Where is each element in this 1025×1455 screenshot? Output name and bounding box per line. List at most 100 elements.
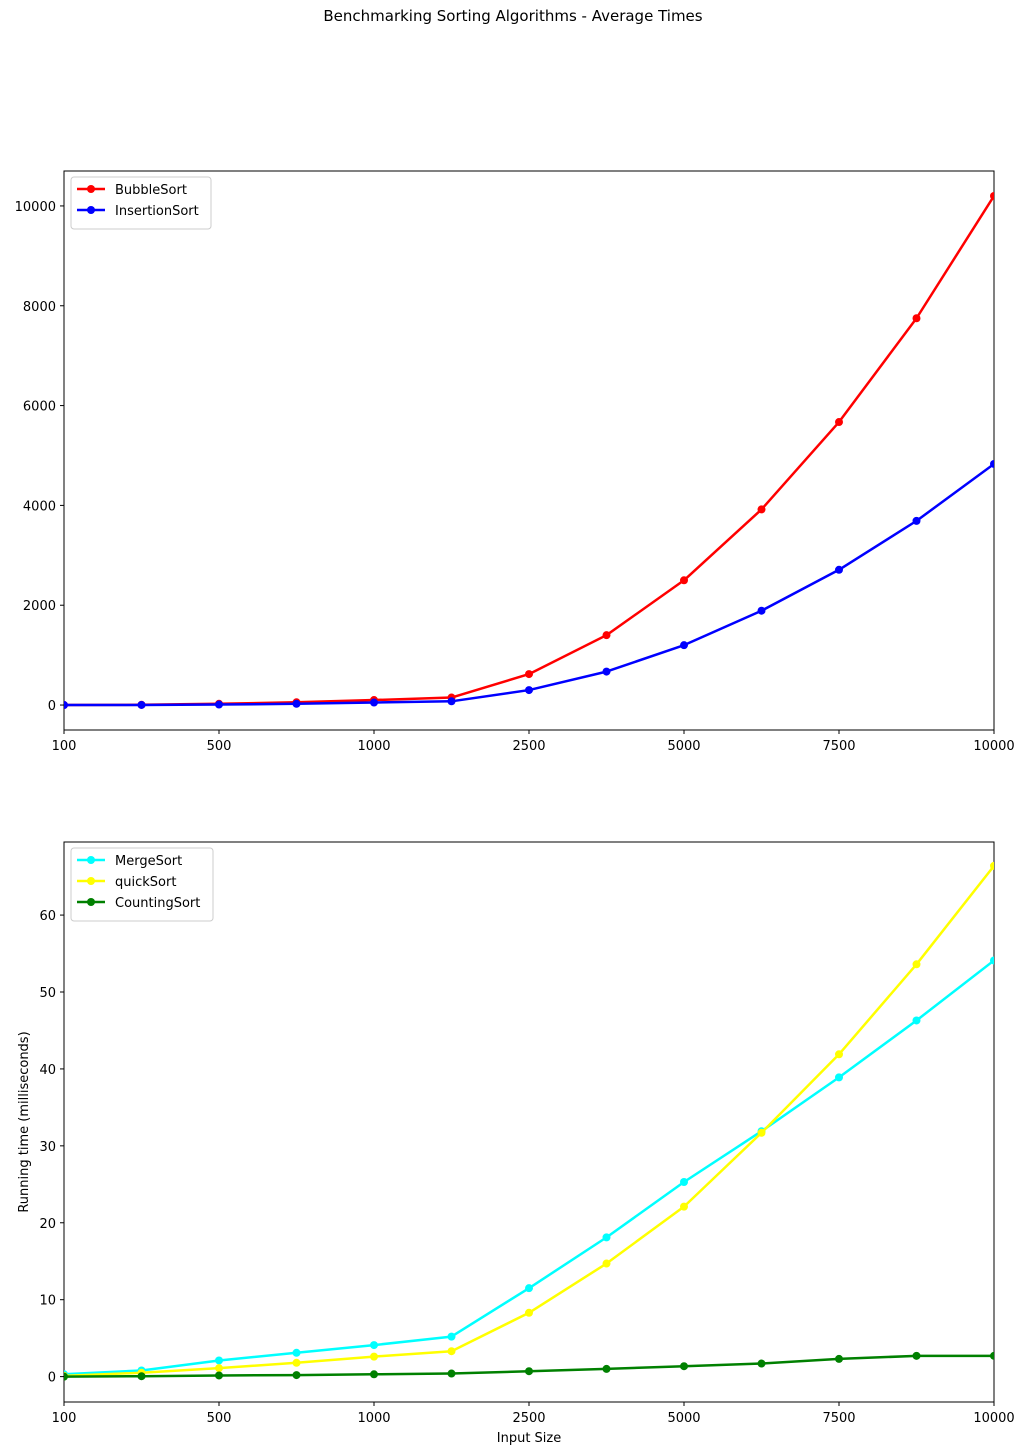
x-tick-label: 7500 [822,739,855,754]
x-tick-label: 10000 [973,739,1014,754]
data-point [912,516,921,525]
data-point [990,1351,994,1360]
legend-label: BubbleSort [115,183,187,198]
data-point [990,191,994,200]
data-point [757,505,766,514]
data-point [137,700,146,709]
legend-label: CountingSort [115,896,200,911]
x-tick-label: 5000 [667,1411,700,1426]
y-tick-label: 60 [39,909,56,924]
series-quickSort [64,861,994,1380]
data-point [64,701,68,710]
data-point [602,667,611,676]
y-axis-label: Running time (milliseconds) [17,1031,32,1212]
x-tick-label: 500 [207,1411,232,1426]
series-line-BubbleSort [64,195,994,707]
chart-top: 100 500 1000 2500 5000 7500 10000 0 2000 4000 6000… [15,170,1015,754]
legend-swatch-marker [87,185,95,193]
y-tick-label: 10 [39,1294,56,1309]
legend-label: MergeSort [115,854,182,869]
data-point [912,1351,921,1360]
y-tick-label: 6000 [23,400,56,415]
legend: MergeSort quickSort CountingSort [70,847,214,922]
y-tick-label: 40 [39,1063,56,1078]
y-tick-label: 4000 [23,499,56,514]
data-point [215,1364,223,1373]
x-tick-label: 100 [52,1411,77,1426]
data-point [292,1348,301,1357]
x-tick-label: 10000 [973,1411,1014,1426]
data-point [370,1352,378,1361]
y-tick-label: 30 [39,1140,56,1155]
data-point [602,1233,611,1242]
data-point [680,1202,688,1211]
series-InsertionSort [64,459,994,710]
figure-suptitle: Benchmarking Sorting Algorithms - Averag… [323,7,702,25]
y-tick-label: 0 [48,699,56,714]
data-point [370,698,378,707]
data-point [525,1284,533,1293]
y-tick-label: 2000 [23,599,56,614]
x-tick-label: 7500 [822,1411,855,1426]
data-point [990,459,994,468]
series-CountingSort [64,1351,994,1381]
legend-swatch-marker [87,856,95,864]
data-point [64,1372,68,1381]
data-point [835,418,843,427]
data-point [602,631,611,640]
data-point [447,1369,456,1378]
data-point [912,960,921,969]
data-point [215,1371,223,1380]
data-point [990,956,994,965]
data-point [757,1359,766,1368]
data-point [757,606,766,615]
y-tick-label: 20 [39,1217,56,1232]
legend-box [70,176,212,230]
x-axis-label: Input Size [497,1431,561,1446]
plot-frame [63,170,995,731]
data-point [292,1358,301,1367]
legend-box [70,847,214,922]
series-BubbleSort [64,191,994,710]
data-point [835,565,843,574]
data-point [525,1367,533,1376]
legend-swatch-marker [87,206,95,214]
x-tick-label: 1000 [357,1411,390,1426]
data-point [215,700,223,709]
legend: BubbleSort InsertionSort [70,176,212,230]
data-point [370,1370,378,1379]
data-point [680,641,688,650]
legend-label: quickSort [115,875,176,890]
data-point [835,1354,843,1363]
data-point [680,1178,688,1186]
data-point [137,1372,146,1381]
data-point [215,1356,223,1365]
chart-bottom: 100 500 1000 2500 5000 7500 10000 0 10 20 30 40 50 60… [17,841,1015,1446]
data-point [757,1128,766,1137]
series-line-InsertionSort [64,462,994,707]
x-tick-label: 500 [207,739,232,754]
data-point [525,670,533,679]
data-point [447,1332,456,1341]
x-tick-label: 2500 [512,739,545,754]
data-point [370,1341,378,1350]
legend-label: InsertionSort [115,204,199,219]
data-point [447,697,456,706]
data-point [835,1073,843,1082]
data-point [912,1016,921,1025]
plot-frame [63,841,995,1403]
data-point [525,1308,533,1317]
data-point [990,861,994,870]
data-point [525,686,533,695]
data-point [602,1259,611,1268]
data-point [680,1362,688,1371]
x-tick-label: 1000 [357,739,390,754]
data-point [835,1050,843,1059]
y-tick-label: 50 [39,986,56,1001]
x-tick-label: 5000 [667,739,700,754]
data-point [292,699,301,708]
legend-swatch-marker [87,898,95,906]
y-tick-label: 0 [48,1371,56,1386]
legend-swatch-marker [87,877,95,885]
